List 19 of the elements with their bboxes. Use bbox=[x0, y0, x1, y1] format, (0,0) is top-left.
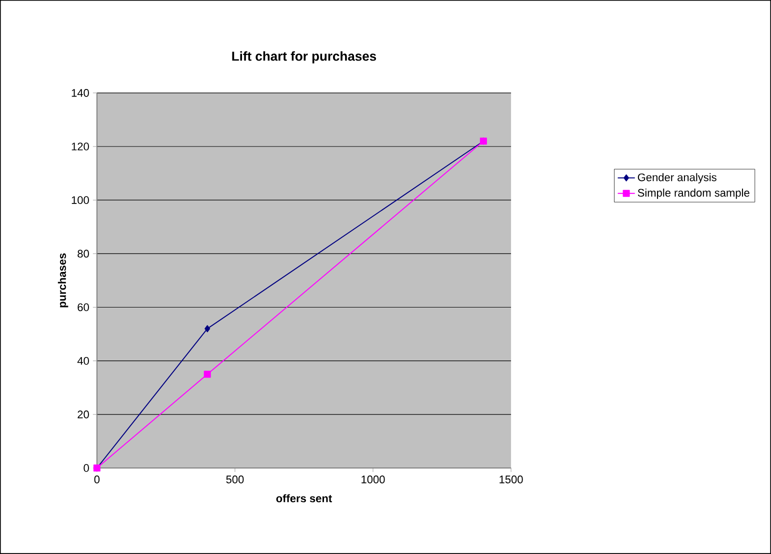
y-tick-label: 60 bbox=[78, 303, 89, 312]
legend-label: Simple random sample bbox=[638, 188, 750, 199]
x-tick-label: 1000 bbox=[362, 476, 385, 484]
y-axis-title: purchases bbox=[58, 253, 68, 308]
y-tick-label: 0 bbox=[84, 464, 89, 472]
x-tick-label: 1500 bbox=[500, 476, 523, 484]
y-tick-label: 100 bbox=[72, 196, 89, 204]
y-tick-label: 140 bbox=[72, 89, 89, 97]
y-tick-label: 120 bbox=[72, 142, 89, 150]
chart-title: Lift chart for purchases bbox=[232, 51, 376, 64]
point bbox=[204, 325, 210, 332]
x-axis-title: offers sent bbox=[276, 494, 332, 502]
x-tick-label: 0 bbox=[94, 476, 100, 484]
legend-label: Gender analysis bbox=[638, 173, 716, 184]
y-tick-label: 80 bbox=[78, 250, 89, 258]
x-tick-label: 500 bbox=[226, 476, 244, 484]
point bbox=[204, 370, 211, 378]
y-tick-label: 20 bbox=[78, 410, 89, 418]
y-tick-label: 40 bbox=[77, 356, 89, 365]
